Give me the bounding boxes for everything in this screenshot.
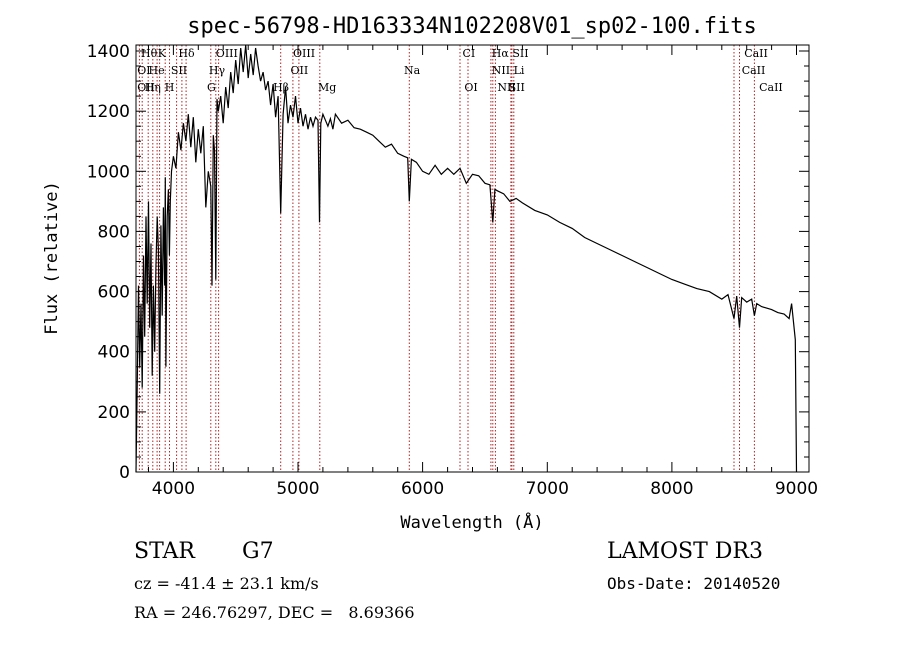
object-type: STAR [134,539,195,564]
x-tick-label: 4000 [152,479,195,499]
y-tick-label: 1200 [87,102,130,122]
line-label: Hα [492,47,510,60]
survey-name: LAMOST DR3 [607,539,763,564]
obs-date: Obs-Date: 20140520 [607,574,781,593]
y-tick-label: 600 [98,283,130,303]
line-label: SII [512,47,528,60]
line-label: K [158,47,167,60]
line-label: Hθ [141,47,158,60]
line-label: OIII [216,47,238,60]
x-tick-label: 7000 [526,479,569,499]
y-tick-label: 1000 [87,162,130,182]
line-label: Hη [145,81,161,94]
y-tick-label: 200 [98,403,130,423]
line-label: SII [509,81,525,94]
line-label: G [207,81,216,94]
x-tick-label: 5000 [276,479,319,499]
x-axis-label: Wavelength (Å) [400,511,543,533]
line-label: Na [404,64,421,77]
line-label: NII [492,64,510,77]
line-label: NII [497,81,515,94]
line-label: CaII [744,47,768,60]
y-axis-label: Flux (relative) [42,181,62,335]
line-label: OI [137,64,150,77]
line-label: OIII [293,47,315,60]
chart-title: spec-56798-HD163334N102208V01_sp02-100.f… [187,14,757,39]
line-label: Hβ [273,81,289,94]
x-axis: 4000 5000 6000 7000 8000 9000 [148,45,818,499]
line-label: Mg [318,81,336,94]
plot-frame [135,44,810,473]
line-label: OII [291,64,309,77]
line-label: He [149,64,165,77]
y-axis: 0 200 400 600 800 1000 1200 1400 [87,42,809,483]
line-label: Li [514,64,525,77]
line-label: H [165,81,175,94]
line-label: CaII [759,81,783,94]
line-label: OI [464,81,477,94]
line-label: CI [463,47,476,60]
x-tick-label: 9000 [775,479,818,499]
y-tick-label: 1400 [87,42,130,62]
spectrum-line [135,44,798,473]
y-tick-label: 800 [98,222,130,242]
y-tick-label: 400 [98,343,130,363]
coordinates: RA = 246.76297, DEC = 8.69366 [134,603,415,622]
spectral-subclass: G7 [242,539,274,564]
line-label: Hδ [178,47,195,60]
x-tick-label: 6000 [401,479,444,499]
redshift-value: cz = -41.4 ± 23.1 km/s [134,574,319,593]
line-label: CaII [742,64,766,77]
x-tick-label: 8000 [650,479,693,499]
line-label: Hγ [209,64,226,77]
emission-line-markers [138,45,755,472]
y-tick-label: 0 [119,463,130,483]
line-label: OII [137,81,155,94]
line-label: SII [171,64,187,77]
